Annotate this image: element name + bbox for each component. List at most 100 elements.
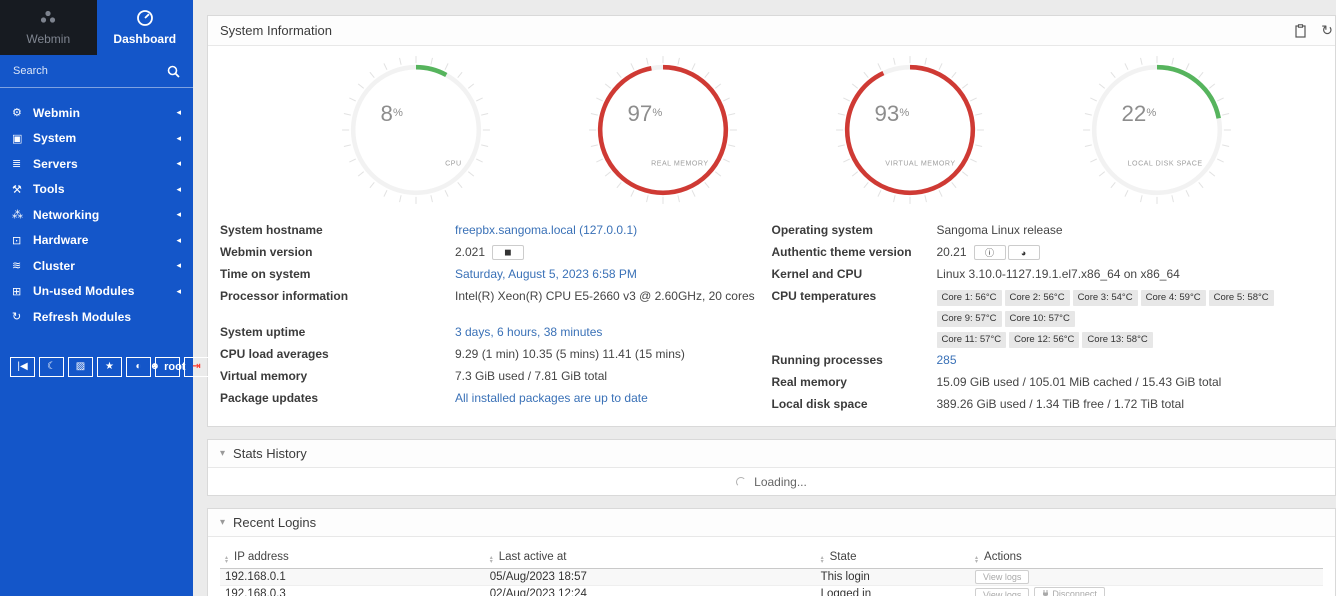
cpu-temp-badge: Core 9: 57°C [936,311,1002,327]
sort-icon: ▴ ▾ [975,554,979,565]
server-icon: ≣ [12,158,22,171]
stats-history-panel: ▾ Stats History Loading... [207,439,1336,496]
collapse-triangle-icon[interactable]: ▾ [220,517,226,528]
sidebar-item-cluster[interactable]: ≋ Cluster ◂ [12,258,181,273]
tab-webmin-label: Webmin [26,32,71,46]
search-icon[interactable] [167,65,180,78]
username: root [164,360,186,373]
view-logs-button[interactable]: View logs [975,587,1030,596]
gauges-row: 8% CPU 97% REAL MEMORY 93% VIRTUAL MEMORY 2… [208,46,1335,206]
chevron-left-icon: ◂ [176,132,181,143]
info-row: CPU load averages 9.29 (1 min) 10.35 (5 m… [220,347,685,361]
sidebar-item-tools[interactable]: ⚒ Tools ◂ [12,182,181,197]
refresh-panel-icon[interactable]: ↻ [1321,22,1333,38]
column-header-actions[interactable]: ▴ ▾ Actions [970,547,1323,569]
sidebar-item-webmin[interactable]: ⚙ Webmin ◂ [12,105,181,120]
sort-icon: ▴ ▾ [225,554,229,565]
ip-cell: 192.168.0.1 [220,568,485,586]
sidebar-item-unused-modules[interactable]: ⊞ Un-used Modules ◂ [12,284,181,299]
sort-icon: ▴ ▾ [489,554,493,565]
state-cell: Logged in [815,585,971,596]
user-button[interactable]: ☻ root [150,356,185,377]
image-icon: ▨ [75,361,86,372]
info-row: Virtual memory 7.3 GiB used / 7.81 GiB to… [220,369,608,383]
info-row: System uptime 3 days, 6 hours, 38 minutes [220,325,603,339]
cpu-temp-badge: Core 12: 56°C [1009,332,1080,348]
ip-cell: 192.168.0.3 [220,585,485,596]
cpu-temp-badge: Core 3: 54°C [1072,290,1138,306]
info-row: Running processes 285 [771,353,957,367]
collapse-icon: |◀ [17,361,28,372]
column-header-last-active[interactable]: ▴ ▾ Last active at [484,547,816,569]
table-row: 192.168.0.1 05/Aug/2023 18:57 This login… [220,568,1323,586]
chevron-left-icon: ◂ [176,285,181,296]
sidebar-item-networking[interactable]: ⁂ Networking ◂ [12,207,181,222]
screenshot-button[interactable]: ▨ [68,356,93,377]
panel-title: Recent Logins [233,515,317,530]
view-logs-button[interactable]: View logs [975,569,1030,584]
search-input[interactable] [13,65,167,77]
info-row: Processor information Intel(R) Xeon(R) CP… [220,289,755,303]
webmin-update-button[interactable]: ◼ [492,245,525,261]
cpu-temp-badge: Core 13: 58°C [1082,332,1153,348]
svg-text:22%: 22% [1121,101,1156,126]
tab-dashboard[interactable]: Dashboard [96,0,193,55]
virtual-memory-gauge: 93% VIRTUAL MEMORY [834,54,986,206]
tools-icon: ⚒ [12,183,22,196]
svg-text:LOCAL DISK SPACE: LOCAL DISK SPACE [1127,159,1202,167]
sidebar: Webmin Dashboard ⚙ Webmin ◂ ▣ System ◂ [0,0,209,596]
sidebar-item-system[interactable]: ▣ System ◂ [12,131,181,146]
running-processes-link[interactable]: 285 [936,353,957,367]
info-row: Kernel and CPU Linux 3.10.0-1127.19.1.el7… [771,267,1180,281]
uptime-link[interactable]: 3 days, 6 hours, 38 minutes [455,325,603,339]
info-row: Time on system Saturday, August 5, 2023 6… [220,267,637,281]
panel-title: System Information [220,23,332,38]
theme-info-button[interactable]: ⓘ [973,245,1006,261]
theme-button[interactable]: ◐ [126,356,151,377]
recent-logins-header: ▾ Recent Logins [208,509,1335,537]
disconnect-button[interactable]: Disconnect [1034,586,1105,596]
dashboard-icon [136,10,153,26]
real-memory-gauge: 97% REAL MEMORY [587,54,739,206]
loading-text: Loading... [754,474,807,489]
logout-button[interactable]: ⇥ [184,356,209,377]
svg-text:VIRTUAL MEMORY: VIRTUAL MEMORY [885,159,955,167]
stats-history-body: Loading... [208,468,1335,495]
column-header-state[interactable]: ▴ ▾ State [815,547,971,569]
svg-text:97%: 97% [628,101,663,126]
svg-text:93%: 93% [874,101,909,126]
favorites-button[interactable]: ★ [97,356,122,377]
puzzle-icon: ⊞ [12,285,22,298]
hostname-link[interactable]: freepbx.sangoma.local (127.0.0.1) [455,223,638,237]
cpu-temp-badge: Core 5: 58°C [1208,290,1274,306]
theme-palette-button[interactable]: ◕ [1007,245,1040,261]
cpu-temp-badge: Core 2: 56°C [1004,290,1070,306]
palette-icon: ◕ [1020,247,1027,258]
cpu-temp-badge: Core 4: 59°C [1140,290,1206,306]
chevron-left-icon: ◂ [176,158,181,169]
last-active-cell: 02/Aug/2023 12:24 [484,585,816,596]
logout-icon: ⇥ [192,361,201,372]
info-row: Local disk space 389.26 GiB used / 1.34 T… [771,397,1184,411]
collapse-sidebar-button[interactable]: |◀ [10,356,35,377]
tab-webmin[interactable]: Webmin [0,0,97,55]
clipboard-icon[interactable] [1295,23,1306,38]
chevron-left-icon: ◂ [176,260,181,271]
sidebar-item-hardware[interactable]: ⊡ Hardware ◂ [12,233,181,248]
night-mode-button[interactable]: ☾ [39,356,64,377]
package-updates-link[interactable]: All installed packages are up to date [455,391,648,405]
webmin-logo-icon [41,10,56,23]
palette-icon: ◐ [135,361,142,372]
collapse-triangle-icon[interactable]: ▾ [220,448,226,459]
sidebar-item-servers[interactable]: ≣ Servers ◂ [12,156,181,171]
svg-text:8%: 8% [381,101,403,126]
chevron-left-icon: ◂ [176,183,181,194]
time-link[interactable]: Saturday, August 5, 2023 6:58 PM [455,267,637,281]
column-header-ip[interactable]: ▴ ▾ IP address [220,547,485,569]
last-active-cell: 05/Aug/2023 18:57 [484,568,816,586]
sidebar-item-refresh-modules[interactable]: ↻ Refresh Modules [12,309,132,324]
info-icon: ⓘ [985,248,995,259]
chevron-left-icon: ◂ [176,107,181,118]
main-content: System Information ↻ 8% CPU 97% REAL MEMOR… [193,0,1336,596]
info-row: Package updates All installed packages ar… [220,391,648,405]
